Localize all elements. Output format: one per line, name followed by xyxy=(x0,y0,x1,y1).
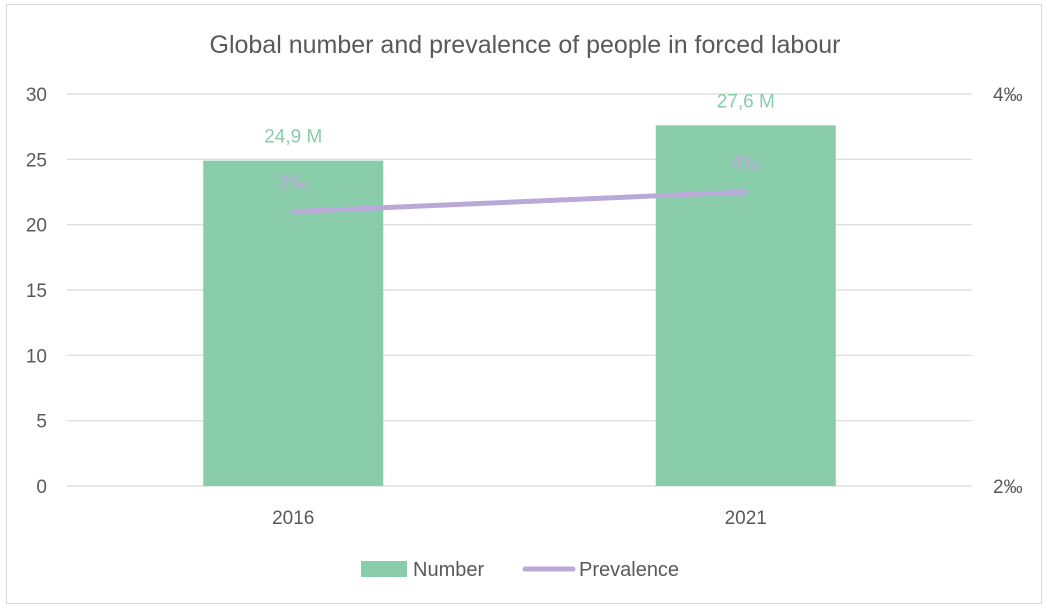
line-data-label: 4‰ xyxy=(731,153,761,174)
left-tick-label: 10 xyxy=(26,346,47,367)
left-tick-label: 5 xyxy=(36,412,47,433)
gridlines xyxy=(67,93,972,487)
left-axis: 0 5 10 15 20 25 30 xyxy=(26,85,47,498)
right-axis: 2‰ 4‰ xyxy=(993,85,1023,498)
bar-data-label: 27,6 M xyxy=(717,91,775,112)
bar xyxy=(203,160,384,486)
left-tick-label: 15 xyxy=(26,281,47,302)
right-tick-label: 4‰ xyxy=(993,85,1023,106)
right-tick-label: 2‰ xyxy=(993,477,1023,498)
left-tick-label: 30 xyxy=(26,85,47,106)
left-tick-label: 20 xyxy=(26,216,47,237)
legend-number-label: Number xyxy=(413,559,484,581)
bar xyxy=(655,125,836,487)
chart-frame: Global number and prevalence of people i… xyxy=(6,4,1042,604)
line-data-label: 3‰ xyxy=(278,173,308,194)
left-tick-label: 25 xyxy=(26,150,47,171)
chart-title: Global number and prevalence of people i… xyxy=(210,31,841,59)
bar-data-label: 24,9 M xyxy=(264,127,322,148)
legend-number-swatch xyxy=(361,561,407,577)
bar-series: 24,9 M 27,6 M xyxy=(203,91,836,487)
category-label: 2016 xyxy=(272,508,314,529)
prevalence-line xyxy=(290,189,749,215)
line-series: 3‰ 4‰ xyxy=(278,153,761,215)
legend: Number Prevalence xyxy=(361,559,679,581)
category-label: 2021 xyxy=(725,508,767,529)
chart-canvas: Global number and prevalence of people i… xyxy=(26,31,1023,581)
category-axis: 2016 2021 xyxy=(272,508,767,529)
legend-prevalence-label: Prevalence xyxy=(579,559,679,581)
left-tick-label: 0 xyxy=(36,477,47,498)
